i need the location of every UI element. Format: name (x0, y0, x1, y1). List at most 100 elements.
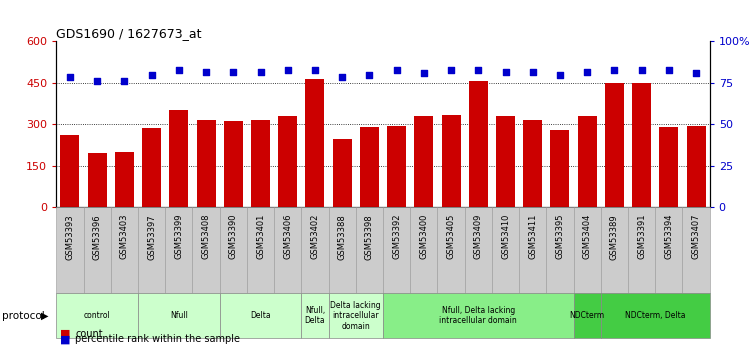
Bar (550, 130, 569, 207)
Point (526, 69, 538, 75)
Text: percentile rank within the sample: percentile rank within the sample (75, 334, 240, 344)
Text: GSM53411: GSM53411 (528, 214, 537, 259)
Bar (301, 207, 328, 293)
Bar (659, 127, 678, 207)
Point (336, 75, 348, 80)
Bar (278, 116, 297, 207)
Point (472, 68, 484, 73)
Bar (301, 293, 328, 338)
Text: GSM53398: GSM53398 (365, 214, 374, 259)
Text: GSM53393: GSM53393 (65, 214, 74, 259)
Bar (410, 207, 437, 293)
Point (363, 72, 376, 77)
Bar (138, 207, 165, 293)
Point (391, 68, 403, 73)
Bar (165, 207, 192, 293)
Bar (333, 139, 351, 207)
Point (146, 72, 158, 77)
Bar (219, 207, 247, 293)
Text: NDCterm, Delta: NDCterm, Delta (625, 311, 686, 320)
Text: GSM53391: GSM53391 (637, 214, 646, 259)
Point (581, 69, 593, 75)
Bar (56, 207, 83, 293)
Text: GSM53396: GSM53396 (92, 214, 101, 259)
Text: Delta: Delta (250, 311, 271, 320)
Bar (328, 207, 356, 293)
Bar (683, 207, 710, 293)
Bar (219, 293, 301, 338)
Bar (632, 83, 651, 207)
Text: GSM53397: GSM53397 (147, 214, 156, 259)
Point (91, 79, 103, 84)
Text: Nfull: Nfull (170, 311, 188, 320)
Bar (628, 207, 655, 293)
Point (173, 68, 185, 73)
Bar (601, 293, 710, 338)
Bar (169, 110, 189, 207)
Text: GSM53408: GSM53408 (201, 214, 210, 259)
Bar (383, 293, 574, 338)
Bar (328, 293, 383, 338)
Bar (415, 116, 433, 207)
Bar (88, 153, 107, 207)
Text: GSM53390: GSM53390 (229, 214, 238, 259)
Point (663, 68, 675, 73)
Text: GSM53395: GSM53395 (556, 214, 565, 259)
Text: ■: ■ (60, 334, 71, 344)
Point (309, 68, 321, 73)
Text: GSM53399: GSM53399 (174, 214, 183, 259)
Bar (601, 207, 628, 293)
Text: GSM53410: GSM53410 (501, 214, 510, 259)
Bar (387, 126, 406, 207)
Text: GSM53403: GSM53403 (120, 214, 129, 259)
Text: GSM53394: GSM53394 (665, 214, 674, 259)
Text: GSM53401: GSM53401 (256, 214, 265, 259)
Point (635, 68, 647, 73)
Text: count: count (75, 329, 103, 339)
Text: GSM53406: GSM53406 (283, 214, 292, 259)
Text: GSM53407: GSM53407 (692, 214, 701, 259)
Bar (574, 293, 601, 338)
Text: Nfull, Delta lacking
intracellular domain: Nfull, Delta lacking intracellular domai… (439, 306, 517, 325)
Bar (197, 120, 216, 207)
Bar (138, 293, 219, 338)
Text: ▶: ▶ (41, 311, 48, 321)
Bar (251, 120, 270, 207)
Bar (111, 207, 138, 293)
Point (445, 68, 457, 73)
Bar (547, 207, 574, 293)
Text: GSM53405: GSM53405 (447, 214, 456, 259)
Bar (469, 81, 488, 207)
Bar (56, 293, 138, 338)
Point (119, 79, 131, 84)
Bar (442, 115, 460, 207)
Text: protocol: protocol (2, 311, 44, 321)
Bar (360, 127, 379, 207)
Text: ■: ■ (60, 329, 71, 339)
Bar (274, 207, 301, 293)
Bar (578, 116, 597, 207)
Point (554, 72, 566, 77)
Text: control: control (84, 311, 110, 320)
Bar (686, 126, 706, 207)
Text: GDS1690 / 1627673_at: GDS1690 / 1627673_at (56, 27, 202, 40)
Point (690, 70, 702, 76)
Text: GSM53389: GSM53389 (610, 214, 619, 259)
Text: NDCterm: NDCterm (569, 311, 605, 320)
Bar (247, 207, 274, 293)
Point (200, 69, 212, 75)
Point (608, 68, 620, 73)
Point (499, 69, 511, 75)
Bar (383, 207, 410, 293)
Bar (574, 207, 601, 293)
Point (282, 68, 294, 73)
Bar (465, 207, 492, 293)
Text: GSM53402: GSM53402 (310, 214, 319, 259)
Text: GSM53388: GSM53388 (338, 214, 347, 260)
Bar (492, 207, 519, 293)
Bar (60, 135, 80, 207)
Bar (83, 207, 111, 293)
Text: Nfull,
Delta: Nfull, Delta (305, 306, 325, 325)
Text: GSM53409: GSM53409 (474, 214, 483, 259)
Text: Delta lacking
intracellular
domain: Delta lacking intracellular domain (330, 301, 381, 331)
